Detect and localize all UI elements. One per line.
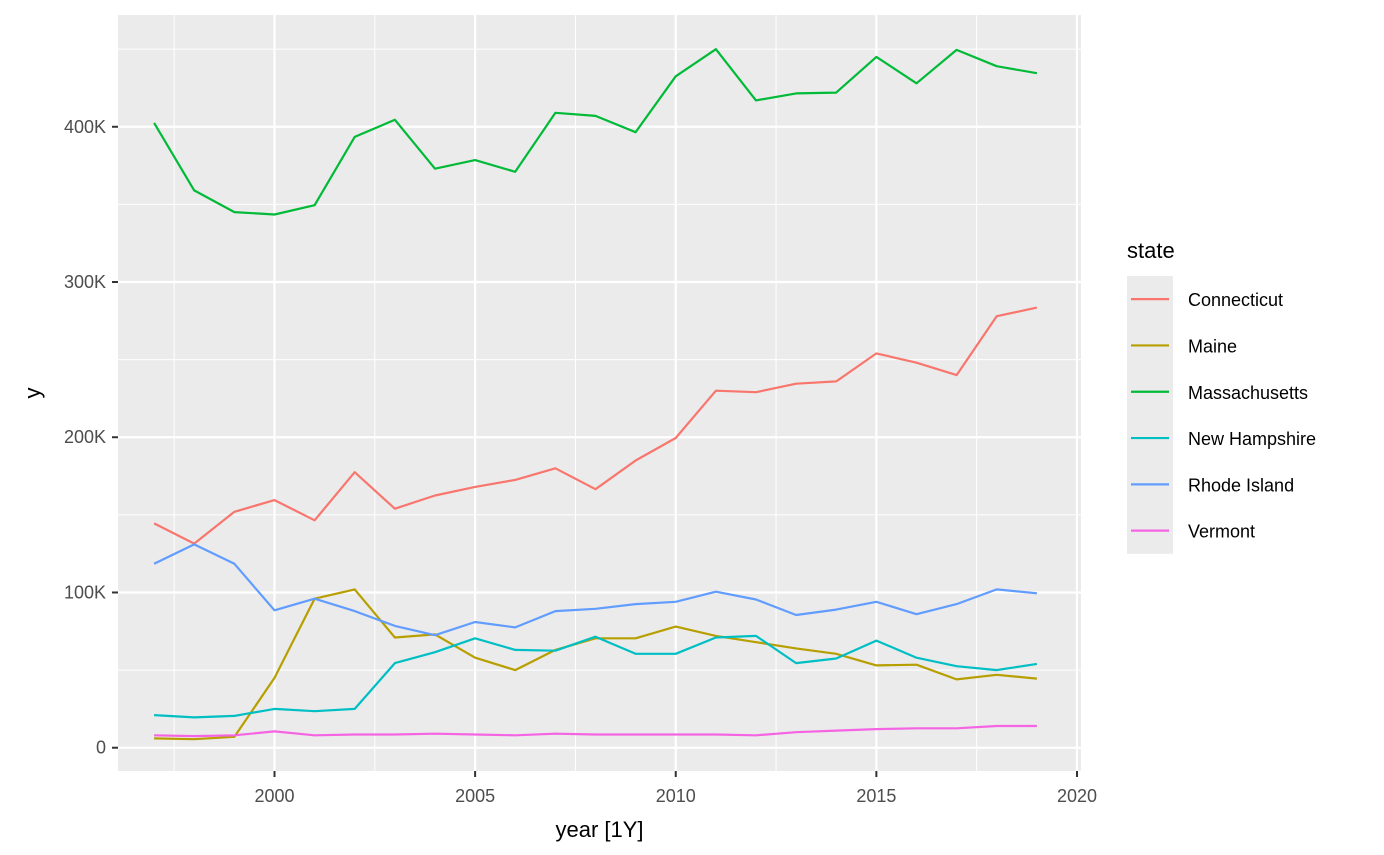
- series-line-massachusetts: [153, 48, 1038, 216]
- series-line-rhode-island: [153, 543, 1038, 637]
- series-line-new-hampshire: [154, 634, 1038, 719]
- series-lines: [153, 48, 1038, 741]
- x-tick-label: 2005: [455, 786, 495, 806]
- legend-key-background: [1127, 276, 1173, 554]
- major-gridlines: [118, 15, 1081, 771]
- series-line-vermont: [154, 724, 1037, 738]
- legend-title: state: [1127, 238, 1175, 263]
- y-tick-label: 0: [96, 738, 106, 758]
- legend-label-vermont: Vermont: [1188, 522, 1255, 542]
- legend-label-new-hampshire: New Hampshire: [1188, 429, 1316, 449]
- y-axis-title: y: [20, 388, 45, 399]
- x-axis-title: year [1Y]: [555, 817, 643, 842]
- legend-label-massachusetts: Massachusetts: [1188, 383, 1308, 403]
- y-tick-label: 300K: [64, 272, 106, 292]
- y-tick-label: 200K: [64, 427, 106, 447]
- legend: state Connecticut Maine Massachusetts New H…: [1127, 238, 1316, 554]
- y-tick-label: 100K: [64, 582, 106, 602]
- y-axis: 0 100K 200K 300K 400K: [64, 117, 118, 758]
- x-axis: 2000 2005 2010 2015 2020: [254, 771, 1097, 806]
- x-tick-label: 2015: [856, 786, 896, 806]
- panel-background: [118, 15, 1081, 771]
- series-line-connecticut: [153, 306, 1038, 545]
- legend-items: Connecticut Maine Massachusetts New Hampshi…: [1127, 276, 1316, 554]
- x-tick-label: 2000: [254, 786, 294, 806]
- legend-label-connecticut: Connecticut: [1188, 290, 1283, 310]
- legend-label-rhode-island: Rhode Island: [1188, 475, 1294, 495]
- legend-label-maine: Maine: [1188, 336, 1237, 356]
- x-tick-label: 2010: [656, 786, 696, 806]
- series-line-maine: [154, 588, 1038, 741]
- y-tick-label: 400K: [64, 117, 106, 137]
- x-tick-label: 2020: [1057, 786, 1097, 806]
